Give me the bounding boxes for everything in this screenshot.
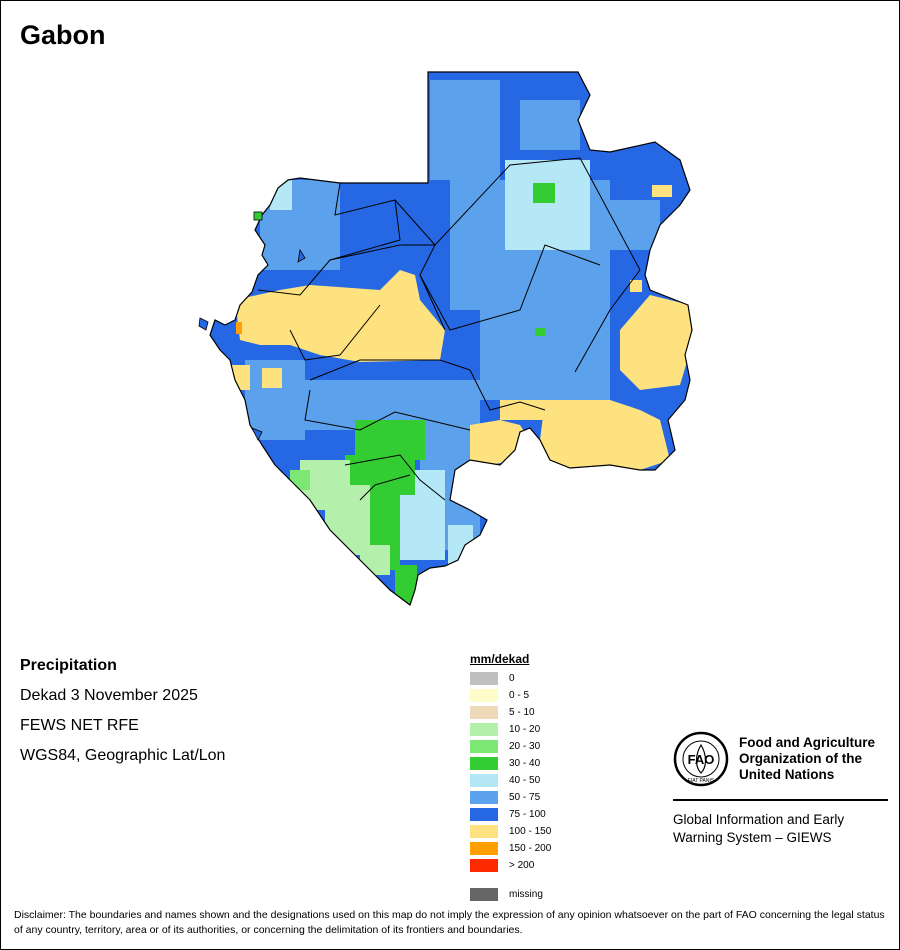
legend-row-missing: missing: [470, 886, 620, 903]
legend-label: 40 - 50: [509, 775, 541, 786]
legend-label: 10 - 20: [509, 724, 541, 735]
legend-swatch: [470, 859, 498, 872]
legend-swatch: [470, 842, 498, 855]
disclaimer: Disclaimer: The boundaries and names sho…: [14, 909, 885, 936]
giews-line: Warning System – GIEWS: [673, 830, 832, 845]
legend-row: 20 - 30: [470, 738, 620, 755]
giews-name: Global Information and Early Warning Sys…: [673, 811, 888, 847]
fao-name: Food and Agriculture Organization of the…: [739, 735, 875, 783]
legend-swatch: [470, 757, 498, 770]
legend-swatch: [470, 723, 498, 736]
info-period: Dekad 3 November 2025: [20, 687, 198, 704]
legend-row: 75 - 100: [470, 806, 620, 823]
legend-swatch: [470, 689, 498, 702]
fao-divider: [673, 799, 888, 801]
legend-label: 50 - 75: [509, 792, 541, 803]
precipitation-map: [198, 71, 693, 606]
legend-row: 40 - 50: [470, 772, 620, 789]
legend-swatch: [470, 774, 498, 787]
fao-logo-icon: FAO FIAT PANIS: [673, 731, 729, 787]
info-source: FEWS NET RFE: [20, 717, 139, 734]
legend-row: 100 - 150: [470, 823, 620, 840]
legend: mm/dekad 0 0 - 5 5 - 10 10 - 20 20 - 30 30 - …: [470, 652, 620, 903]
legend-swatch: [470, 791, 498, 804]
province-boundaries: [257, 157, 641, 501]
legend-row: 30 - 40: [470, 755, 620, 772]
legend-swatch: [470, 706, 498, 719]
legend-label: 0 - 5: [509, 690, 530, 701]
legend-label: 20 - 30: [509, 741, 541, 752]
legend-swatch: [470, 825, 498, 838]
info-projection: WGS84, Geographic Lat/Lon: [20, 747, 226, 764]
legend-unit: mm/dekad: [470, 652, 530, 666]
legend-classes: 0 0 - 5 5 - 10 10 - 20 20 - 30 30 - 40 40 - 50…: [470, 670, 620, 874]
legend-row: 0 - 5: [470, 687, 620, 704]
giews-line: Global Information and Early: [673, 812, 845, 827]
svg-text:FAO: FAO: [688, 752, 715, 767]
legend-label: 75 - 100: [509, 809, 546, 820]
legend-swatch: [470, 740, 498, 753]
legend-label: 150 - 200: [509, 843, 552, 854]
map-title: Gabon: [20, 20, 106, 50]
map-info: Precipitation Dekad 3 November 2025 FEWS…: [20, 655, 225, 775]
legend-label-missing: missing: [509, 889, 543, 900]
legend-swatch-missing: [470, 888, 498, 901]
fao-block: FAO FIAT PANIS Food and Agriculture Orga…: [673, 731, 888, 847]
fao-name-line: Food and Agriculture: [739, 735, 875, 750]
legend-row: 50 - 75: [470, 789, 620, 806]
legend-row: 150 - 200: [470, 840, 620, 857]
coastal-islands: [198, 211, 306, 441]
legend-row: 10 - 20: [470, 721, 620, 738]
legend-label: 5 - 10: [509, 707, 535, 718]
fao-name-line: United Nations: [739, 767, 835, 782]
legend-label: 100 - 150: [509, 826, 552, 837]
legend-row: 0: [470, 670, 620, 687]
legend-label: 0: [509, 673, 515, 684]
info-heading: Precipitation: [20, 657, 117, 674]
precipitation-raster: [210, 72, 692, 605]
legend-row: > 200: [470, 857, 620, 874]
legend-label: 30 - 40: [509, 758, 541, 769]
legend-swatch: [470, 672, 498, 685]
fao-name-line: Organization of the: [739, 751, 862, 766]
legend-row: 5 - 10: [470, 704, 620, 721]
legend-label: > 200: [509, 860, 535, 871]
svg-text:FIAT PANIS: FIAT PANIS: [688, 778, 715, 784]
country-border: [209, 71, 693, 606]
legend-swatch: [470, 808, 498, 821]
